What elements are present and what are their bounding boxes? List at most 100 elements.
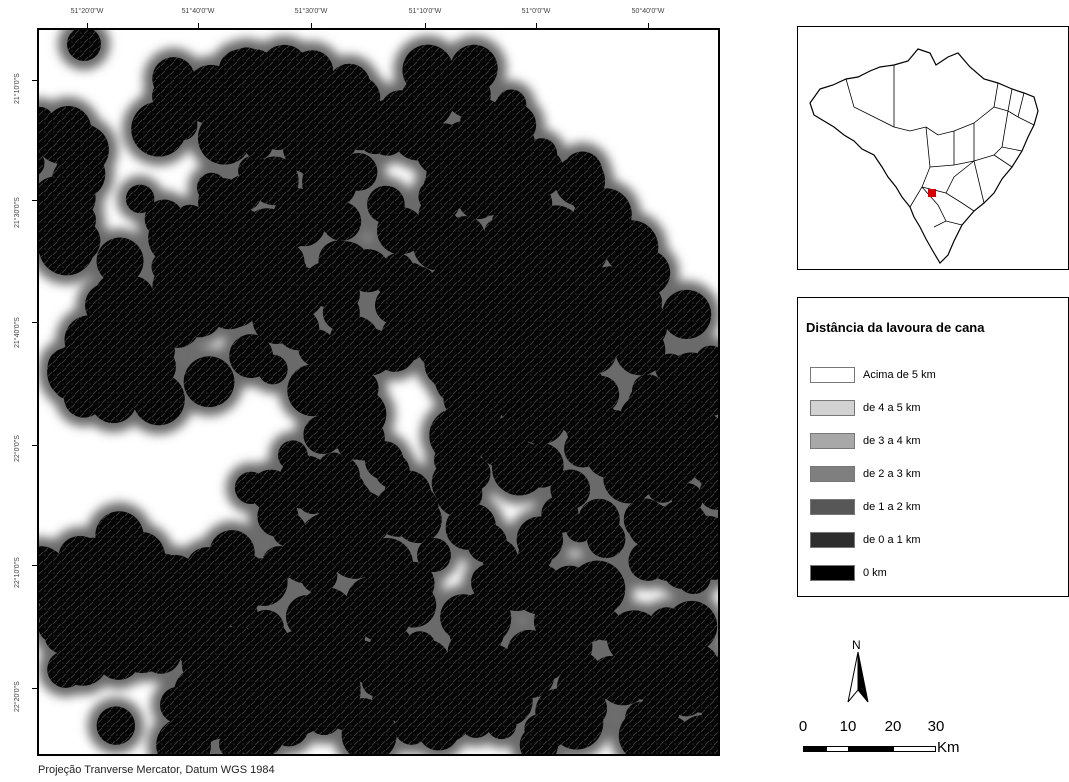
sugarcane-patch xyxy=(322,201,362,241)
sugarcane-patch xyxy=(496,89,527,120)
sugarcane-patch xyxy=(39,152,45,175)
sugarcane-patch xyxy=(220,208,265,253)
sugarcane-patch xyxy=(229,667,264,701)
sugarcane-patch xyxy=(320,477,374,531)
sugarcane-patch xyxy=(96,706,136,745)
top-tick-label: 51°20'0"W xyxy=(70,8,104,15)
sugarcane-patch xyxy=(378,646,432,701)
legend: Distância da lavoura de cana Acima de 5 … xyxy=(797,297,1069,597)
sugarcane-patch xyxy=(550,469,591,510)
sugarcane-patch xyxy=(442,683,473,714)
sugarcane-patch xyxy=(575,277,611,313)
sugarcane-patch xyxy=(509,212,541,244)
legend-item: 0 km xyxy=(810,564,887,582)
sugarcane-patch xyxy=(152,79,186,113)
sugarcane-patch xyxy=(572,196,616,240)
sugarcane-patch xyxy=(646,470,679,503)
sugarcane-patch xyxy=(361,537,413,590)
sugarcane-patch xyxy=(132,373,185,426)
sugarcane-patch xyxy=(655,500,709,554)
brazil-locator-map[interactable] xyxy=(797,26,1069,270)
scale-segment xyxy=(826,746,849,752)
sugarcane-patch xyxy=(272,513,306,547)
sugarcane-patch xyxy=(236,707,272,743)
brazil-outline xyxy=(809,48,1039,264)
sugarcane-patch xyxy=(196,172,227,203)
study-area-marker xyxy=(928,189,936,197)
sugarcane-patch xyxy=(496,249,534,287)
left-tick-label: 21°10'0"S xyxy=(14,73,21,104)
legend-item: de 1 a 2 km xyxy=(810,498,920,516)
left-tick-mark xyxy=(32,688,37,689)
sugarcane-patch xyxy=(428,285,473,330)
sugarcane-patch xyxy=(676,559,711,595)
sugarcane-patch xyxy=(524,714,554,744)
sugarcane-patch xyxy=(394,710,429,745)
left-tick-mark xyxy=(32,565,37,566)
sugarcane-patch xyxy=(447,633,485,670)
sugarcane-patch xyxy=(520,630,571,681)
sugarcane-patch xyxy=(303,85,341,124)
sugarcane-patch xyxy=(361,666,392,697)
sugarcane-patch xyxy=(300,556,338,594)
sugarcane-patch xyxy=(623,498,667,541)
sugarcane-patch xyxy=(327,520,375,568)
legend-swatch xyxy=(810,367,855,383)
top-tick-label: 50°40'0"W xyxy=(631,8,665,15)
sugarcane-patch xyxy=(384,262,432,310)
distance-raster xyxy=(39,30,718,754)
sugarcane-patch xyxy=(662,289,712,339)
legend-label: Acima de 5 km xyxy=(863,369,936,381)
sugarcane-patch xyxy=(58,535,103,580)
top-tick-label: 51°10'0"W xyxy=(408,8,442,15)
top-tick-mark xyxy=(87,23,88,28)
brazil-country-outline xyxy=(809,48,1039,264)
top-tick-mark xyxy=(648,23,649,28)
legend-title: Distância da lavoura de cana xyxy=(806,320,985,335)
sugarcane-patch xyxy=(417,708,460,751)
sugarcane-patch xyxy=(229,47,264,82)
scale-label: 0 xyxy=(798,718,808,735)
sugarcane-patch xyxy=(428,67,462,101)
sugarcane-patch xyxy=(380,313,429,363)
sugarcane-patch xyxy=(497,181,535,218)
sugarcane-patch xyxy=(518,442,564,488)
sugarcane-patch xyxy=(285,653,321,689)
sugarcane-patch xyxy=(348,337,378,367)
sugarcane-patch xyxy=(39,585,94,640)
sugarcane-patch xyxy=(434,443,468,477)
sugarcane-patch xyxy=(621,230,656,265)
top-tick-label: 51°30'0"W xyxy=(294,8,328,15)
scale-segment xyxy=(848,746,893,752)
state-borders xyxy=(845,65,1035,228)
sugarcane-patch xyxy=(318,240,360,282)
sugarcane-patch xyxy=(125,184,155,214)
left-tick-label: 22°0'0"S xyxy=(14,435,21,462)
legend-label: de 2 a 3 km xyxy=(863,468,921,480)
left-tick-label: 21°30'0"S xyxy=(14,197,21,228)
sugarcane-patch xyxy=(67,30,101,61)
sugarcane-patch xyxy=(524,361,574,412)
sugarcane-patch xyxy=(224,596,258,630)
sugarcane-patch xyxy=(457,257,489,290)
sugarcane-patch xyxy=(62,203,96,237)
sugarcane-patch xyxy=(156,717,211,754)
sugarcane-patch xyxy=(565,514,594,543)
scale-bar: 0 10 20 30 Km xyxy=(795,718,995,768)
left-tick-mark xyxy=(32,445,37,446)
sugarcane-patch xyxy=(364,441,404,480)
sugarcane-patch xyxy=(435,470,483,517)
sugarcane-patch xyxy=(102,538,138,574)
left-tick-mark xyxy=(32,200,37,201)
sugarcane-patch xyxy=(219,730,248,754)
sugarcane-patch xyxy=(445,505,490,550)
sugarcane-patch xyxy=(63,377,105,418)
sugarcane-patch xyxy=(337,427,370,460)
sugarcane-patch xyxy=(515,304,547,336)
top-tick-mark xyxy=(198,23,199,28)
distance-raster-map[interactable] xyxy=(37,28,720,756)
sugarcane-areas xyxy=(39,30,718,754)
left-tick-label: 22°10'0"S xyxy=(14,557,21,588)
sugarcane-patch xyxy=(396,93,443,140)
sugarcane-patch xyxy=(249,156,299,206)
